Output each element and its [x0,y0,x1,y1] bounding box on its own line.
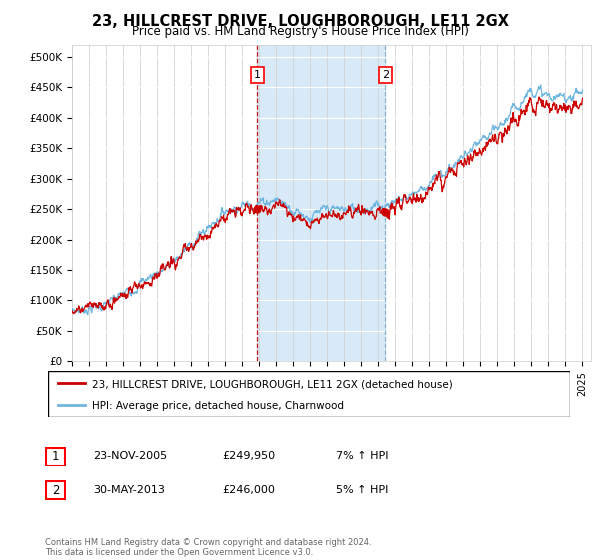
Text: £246,000: £246,000 [222,485,275,495]
Text: 30-MAY-2013: 30-MAY-2013 [93,485,165,495]
Text: 23-NOV-2005: 23-NOV-2005 [93,451,167,461]
Text: 2: 2 [52,484,59,497]
Bar [257,45,385,361]
Text: 23, HILLCREST DRIVE, LOUGHBOROUGH, LE11 2GX: 23, HILLCREST DRIVE, LOUGHBOROUGH, LE11 … [91,14,509,29]
Text: Contains HM Land Registry data © Crown copyright and database right 2024.
This d: Contains HM Land Registry data © Crown c… [45,538,371,557]
Text: 2: 2 [382,70,389,80]
Text: 1: 1 [254,70,261,80]
Text: 7% ↑ HPI: 7% ↑ HPI [336,451,389,461]
Text: 1: 1 [52,450,59,463]
Text: 23, HILLCREST DRIVE, LOUGHBOROUGH, LE11 2GX (detached house): 23, HILLCREST DRIVE, LOUGHBOROUGH, LE11 … [92,379,453,389]
Text: 5% ↑ HPI: 5% ↑ HPI [336,485,388,495]
Text: Price paid vs. HM Land Registry's House Price Index (HPI): Price paid vs. HM Land Registry's House … [131,25,469,38]
Text: HPI: Average price, detached house, Charnwood: HPI: Average price, detached house, Char… [92,401,344,411]
Text: £249,950: £249,950 [222,451,275,461]
